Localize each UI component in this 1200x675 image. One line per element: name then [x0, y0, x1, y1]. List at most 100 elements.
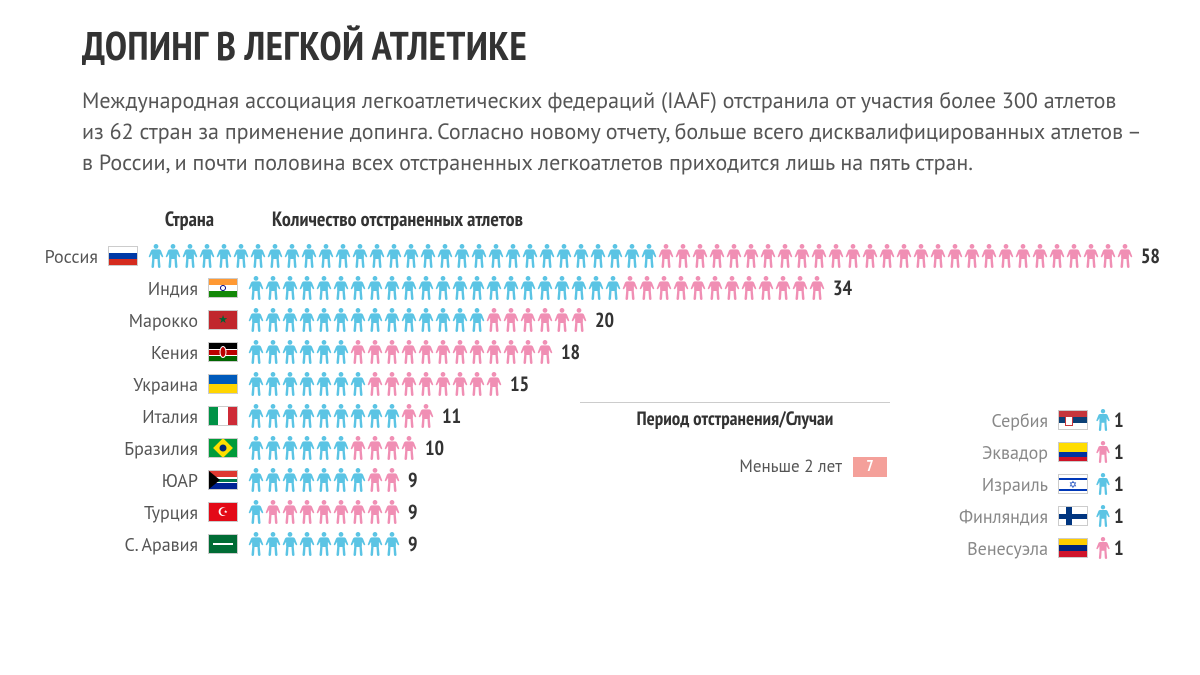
person-icon — [333, 468, 349, 492]
person-icon — [675, 244, 691, 268]
person-icon — [879, 244, 895, 268]
country-label: Индия — [40, 277, 208, 300]
person-icon — [367, 436, 383, 460]
person-icon — [777, 244, 793, 268]
flag-il: ✡ — [1058, 474, 1088, 494]
mini-country-label: Израиль — [928, 473, 1058, 496]
person-icon — [571, 276, 587, 300]
person-icon — [401, 436, 417, 460]
person-icon — [333, 500, 349, 524]
athlete-icons — [248, 276, 825, 300]
person-icon — [792, 276, 808, 300]
person-icon — [707, 276, 723, 300]
person-icon — [182, 244, 198, 268]
mini-country-row: Финляндия1 — [928, 500, 1128, 532]
inset-label: Меньше 2 лет — [580, 455, 850, 477]
person-icon — [333, 308, 349, 332]
mini-count: 1 — [1114, 407, 1128, 433]
mini-count: 1 — [1114, 439, 1128, 465]
person-icon — [350, 436, 366, 460]
person-icon — [401, 308, 417, 332]
person-icon — [384, 340, 400, 364]
person-icon — [367, 340, 383, 364]
person-icon — [299, 340, 315, 364]
person-icon — [964, 244, 980, 268]
person-icon — [265, 404, 281, 428]
person-icon — [930, 244, 946, 268]
person-icon — [299, 532, 315, 556]
person-icon — [469, 372, 485, 396]
person-icon — [418, 404, 434, 428]
person-icon — [384, 404, 400, 428]
person-icon — [418, 340, 434, 364]
person-icon — [335, 244, 351, 268]
person-icon — [607, 244, 623, 268]
person-icon — [265, 468, 281, 492]
header-country: Страна — [40, 206, 224, 232]
person-icon — [503, 340, 519, 364]
country-row: Марокко★20 — [40, 304, 1160, 336]
person-icon — [384, 468, 400, 492]
person-icon — [367, 308, 383, 332]
person-icon — [233, 244, 249, 268]
person-icon — [1015, 244, 1031, 268]
person-icon — [554, 308, 570, 332]
person-icon — [1096, 537, 1110, 559]
flag-ec — [1058, 442, 1088, 462]
person-icon — [333, 532, 349, 556]
flag-ua — [208, 374, 238, 394]
mini-country-row: Венесуэла1 — [928, 532, 1128, 564]
person-icon — [641, 244, 657, 268]
person-icon — [282, 436, 298, 460]
person-icon — [947, 244, 963, 268]
athlete-count: 10 — [425, 435, 444, 461]
person-icon — [522, 244, 538, 268]
flag-ma: ★ — [208, 310, 238, 330]
person-icon — [913, 244, 929, 268]
person-icon — [299, 308, 315, 332]
person-icon — [248, 436, 264, 460]
person-icon — [367, 468, 383, 492]
person-icon — [282, 532, 298, 556]
mini-country-row: Сербия1 — [928, 404, 1128, 436]
person-icon — [265, 436, 281, 460]
person-icon — [794, 244, 810, 268]
person-icon — [350, 276, 366, 300]
flag-rs — [1058, 410, 1088, 430]
flag-fi — [1058, 506, 1088, 526]
athlete-icons — [248, 500, 400, 524]
athlete-icons — [248, 372, 502, 396]
athlete-icons — [248, 308, 587, 332]
person-icon — [299, 404, 315, 428]
person-icon — [401, 276, 417, 300]
person-icon — [248, 276, 264, 300]
page-title: ДОПИНГ В ЛЕГКОЙ АТЛЕТИКЕ — [82, 20, 1160, 72]
athlete-count: 58 — [1141, 243, 1160, 269]
mini-country-label: Венесуэла — [928, 537, 1058, 560]
country-label: Россия — [40, 245, 108, 268]
person-icon — [282, 340, 298, 364]
mini-country-row: Эквадор1 — [928, 436, 1128, 468]
flag-za — [208, 470, 238, 490]
person-icon — [624, 244, 640, 268]
person-icon — [299, 468, 315, 492]
person-icon — [605, 276, 621, 300]
person-icon — [401, 404, 417, 428]
person-icon — [573, 244, 589, 268]
flag-it — [208, 406, 238, 426]
person-icon — [350, 404, 366, 428]
person-icon — [248, 308, 264, 332]
subtitle-text: Международная ассоциация легкоатлетическ… — [82, 86, 1142, 178]
athlete-count: 18 — [561, 339, 580, 365]
person-icon — [862, 244, 878, 268]
person-icon — [775, 276, 791, 300]
mini-person-icon — [1096, 473, 1110, 495]
person-icon — [1066, 244, 1082, 268]
person-icon — [505, 244, 521, 268]
person-icon — [282, 276, 298, 300]
person-icon — [471, 244, 487, 268]
person-icon — [418, 372, 434, 396]
person-icon — [437, 244, 453, 268]
person-icon — [265, 308, 281, 332]
person-icon — [282, 372, 298, 396]
